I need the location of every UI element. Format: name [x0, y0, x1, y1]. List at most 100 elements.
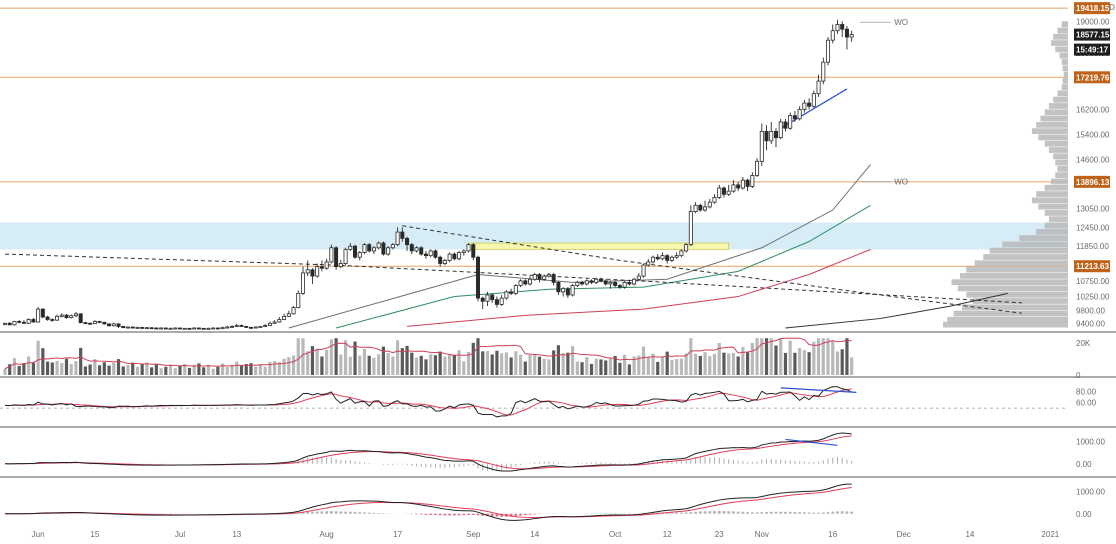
price-tick-label: 14600.00 — [1076, 156, 1110, 165]
volume-bar — [504, 352, 508, 375]
volume-bar — [41, 348, 45, 375]
volume-bar — [537, 356, 542, 375]
trend-histogram-bar — [679, 512, 683, 514]
volume-profile-bar — [1059, 52, 1068, 59]
trend-histogram-bar — [320, 511, 324, 514]
volume-bar — [750, 342, 754, 375]
pane-tick-label: 1000.00 — [1076, 437, 1105, 446]
rsi-divergence-line — [780, 387, 857, 393]
volume-bar — [518, 354, 523, 375]
level-price-tag-text: 17219.76 — [1076, 73, 1110, 82]
candle-body — [182, 327, 187, 330]
volume-bar — [561, 353, 565, 375]
volume-bar — [646, 357, 650, 375]
candle-body — [660, 255, 665, 260]
price-tick-label: 9800.00 — [1076, 307, 1105, 316]
price-tick-label: 10250.00 — [1076, 293, 1110, 302]
candle-body — [173, 327, 178, 330]
volume-bar — [708, 356, 712, 375]
candle-body — [159, 327, 164, 330]
volume-bar — [173, 368, 177, 375]
trend-histogram-bar — [329, 511, 333, 514]
time-tick-label: 13 — [232, 530, 241, 539]
price-tags: 19418.15 17219.76 13896.13 11213.63 18577.15… — [1074, 2, 1110, 273]
volume-profile-bar — [1057, 166, 1068, 172]
volume-bar — [395, 340, 400, 375]
volume-bar — [88, 364, 92, 375]
trend-histogram-bar — [750, 512, 754, 514]
candle-body — [442, 259, 447, 264]
volume-profile-bar — [1048, 147, 1068, 153]
volume-bar — [684, 353, 688, 375]
candle-body — [665, 255, 670, 261]
candle-body — [617, 285, 622, 288]
candle-body — [414, 247, 419, 252]
volume-bar — [334, 338, 338, 375]
trend-histogram-bar — [429, 513, 433, 515]
volume-profile-bar — [1036, 191, 1068, 197]
volume-bar — [566, 352, 570, 375]
volume-bar — [485, 350, 490, 375]
candle-body — [844, 28, 849, 38]
volume-bar — [258, 364, 263, 375]
dashed-trendline — [4, 253, 1022, 304]
candle-body — [310, 269, 315, 277]
candle-body — [230, 326, 235, 328]
pane-tick-label: 0.00 — [1076, 510, 1092, 519]
volume-bar — [343, 340, 348, 375]
candle-body — [509, 291, 514, 294]
volume-bar — [608, 358, 613, 375]
volume-profile-bar — [1038, 134, 1068, 141]
trend-histogram-bar — [495, 513, 499, 517]
volume-profile-bar — [1031, 128, 1068, 135]
candle-body — [769, 130, 774, 142]
candle-body — [17, 320, 22, 323]
candle-body — [423, 253, 428, 257]
volume-bar — [589, 363, 594, 375]
volume-bar — [235, 361, 239, 375]
trend-histogram-bar — [372, 512, 376, 514]
volume-bar — [107, 365, 111, 375]
volume-bar — [187, 367, 192, 375]
candle-body — [168, 327, 173, 330]
volume-bar — [301, 338, 305, 375]
trend-histogram-bar — [315, 511, 319, 514]
trend-histogram-bar — [708, 511, 712, 514]
trend-histogram-bar — [339, 511, 343, 514]
volume-bar — [798, 348, 802, 375]
last-price-tag-text: 18577.15 — [1076, 31, 1110, 40]
time-tick-label: 15 — [90, 530, 99, 539]
volume-bar — [689, 338, 693, 375]
volume-profile-bar — [1061, 84, 1068, 91]
volume-bar — [433, 355, 438, 375]
volume-bar — [3, 368, 7, 375]
volume-profile-bar — [1031, 197, 1068, 204]
volume-bar — [807, 352, 811, 375]
candle-body — [840, 24, 845, 30]
candle-body — [286, 313, 291, 317]
volume-bar — [660, 356, 665, 375]
trend-histogram-bar — [727, 511, 731, 514]
trend-histogram-bar — [311, 511, 314, 514]
candle-body — [3, 322, 8, 325]
candle-body — [712, 197, 717, 203]
candle-body — [783, 121, 788, 129]
volume-profile-bar — [1053, 96, 1068, 103]
trend-histogram-bar — [836, 511, 839, 514]
volume-bar — [443, 356, 447, 375]
candle-body — [613, 281, 618, 286]
countdown-tag-text: 15:49:17 — [1076, 46, 1109, 55]
trend-histogram-bar — [788, 511, 792, 514]
volume-bar — [220, 363, 225, 375]
rsi-signal-line — [4, 388, 852, 416]
candle-body — [603, 280, 608, 285]
trend-histogram-bar — [684, 512, 688, 514]
volume-bar — [372, 357, 376, 375]
candle-body — [707, 201, 712, 208]
trend-histogram-bar — [807, 512, 811, 514]
trend-histogram-bar — [732, 511, 735, 514]
trend-histogram-bar — [415, 513, 418, 515]
candle-body — [504, 291, 509, 299]
trend-histogram-bar — [784, 511, 787, 514]
trend-histogram-bar — [367, 512, 371, 514]
